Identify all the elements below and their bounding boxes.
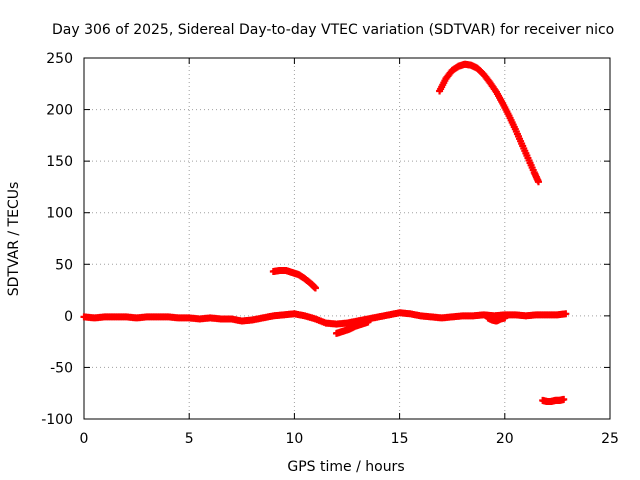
x-tick-label: 25: [601, 431, 619, 447]
x-axis-label: GPS time / hours: [287, 459, 404, 475]
y-tick-label: 0: [64, 309, 73, 325]
x-tick-label: 5: [185, 431, 194, 447]
x-tick-label: 15: [391, 431, 409, 447]
y-tick-label: 250: [46, 51, 73, 67]
y-tick-label: 150: [46, 154, 73, 170]
series-baseline: [80, 309, 570, 328]
x-axis: 0 5 10 15 20 25: [80, 58, 619, 447]
data-marks: [80, 60, 570, 405]
data-point: [534, 178, 542, 186]
y-tick-label: -100: [41, 412, 73, 428]
chart-title: Day 306 of 2025, Sidereal Day-to-day VTE…: [52, 22, 614, 38]
y-tick-label: 50: [55, 257, 73, 273]
data-point: [560, 395, 568, 403]
x-tick-label: 20: [496, 431, 514, 447]
series-arc-high: [436, 60, 542, 186]
y-axis: -100 -50 0 50 100 150 200 250: [41, 51, 610, 428]
data-point: [562, 310, 570, 318]
y-tick-label: 100: [46, 206, 73, 222]
series-low-segment: [539, 395, 568, 405]
data-point: [364, 318, 372, 326]
series-dip: [332, 318, 372, 337]
x-tick-label: 10: [285, 431, 303, 447]
plot-frame: [83, 57, 611, 420]
grid: [84, 58, 610, 419]
data-point: [501, 314, 509, 322]
data-point: [311, 284, 319, 292]
y-tick-label: 200: [46, 103, 73, 119]
x-tick-label: 0: [80, 431, 89, 447]
series-arc-morning: [269, 266, 319, 292]
y-tick-label: -50: [50, 360, 73, 376]
series-scatter-20h: [484, 314, 509, 325]
y-axis-label: SDTVAR / TECUs: [6, 182, 22, 297]
